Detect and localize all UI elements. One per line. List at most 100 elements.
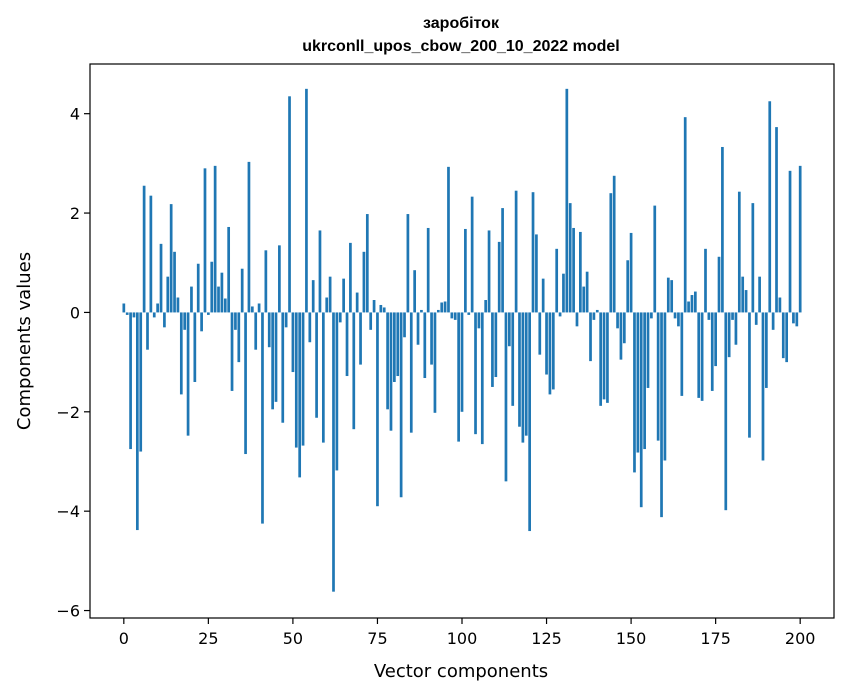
bar-145 bbox=[612, 175, 616, 313]
bar-8 bbox=[149, 195, 153, 313]
bar-36 bbox=[244, 312, 247, 455]
bar-135 bbox=[579, 231, 582, 313]
bar-13 bbox=[166, 276, 170, 313]
bar-5 bbox=[139, 312, 143, 452]
bar-174 bbox=[710, 312, 714, 391]
bar-169 bbox=[693, 291, 697, 313]
bar-158 bbox=[656, 312, 660, 441]
bar-185 bbox=[748, 312, 751, 438]
bar-127 bbox=[551, 312, 555, 390]
bar-27 bbox=[213, 165, 217, 313]
bar-194 bbox=[778, 297, 782, 313]
bar-22 bbox=[196, 263, 200, 313]
bar-123 bbox=[538, 312, 542, 355]
bar-26 bbox=[210, 261, 214, 313]
y-tick-label: 0 bbox=[70, 303, 80, 322]
bar-98 bbox=[453, 312, 457, 320]
bar-74 bbox=[372, 300, 376, 313]
bar-133 bbox=[572, 227, 575, 313]
bar-49 bbox=[288, 96, 291, 313]
bar-89 bbox=[423, 312, 427, 379]
bar-20 bbox=[190, 286, 193, 313]
bar-68 bbox=[352, 312, 356, 430]
bar-189 bbox=[761, 312, 765, 461]
bar-83 bbox=[403, 312, 406, 338]
bar-45 bbox=[274, 312, 278, 402]
bar-10 bbox=[156, 303, 159, 313]
bar-109 bbox=[491, 312, 494, 387]
bar-91 bbox=[430, 312, 433, 365]
bar-154 bbox=[643, 312, 646, 450]
bar-117 bbox=[518, 312, 521, 427]
bar-147 bbox=[619, 312, 623, 360]
bar-103 bbox=[470, 196, 474, 313]
bar-7 bbox=[146, 312, 149, 350]
bar-55 bbox=[308, 312, 312, 343]
bar-181 bbox=[734, 312, 738, 345]
bar-80 bbox=[393, 312, 396, 382]
bar-131 bbox=[565, 88, 569, 313]
bar-188 bbox=[758, 276, 761, 313]
bar-118 bbox=[521, 312, 525, 443]
bar-177 bbox=[721, 146, 724, 313]
bar-57 bbox=[315, 312, 318, 418]
bar-23 bbox=[200, 312, 203, 332]
bar-179 bbox=[727, 312, 731, 358]
bar-21 bbox=[193, 312, 197, 382]
bar-69 bbox=[355, 292, 359, 313]
bar-125 bbox=[545, 312, 548, 375]
bar-81 bbox=[396, 312, 400, 377]
bar-184 bbox=[744, 290, 748, 313]
bar-192 bbox=[771, 312, 775, 330]
bar-58 bbox=[318, 230, 322, 313]
bar-170 bbox=[697, 312, 701, 398]
bar-183 bbox=[741, 276, 745, 313]
bar-159 bbox=[660, 312, 663, 518]
bar-32 bbox=[230, 312, 234, 391]
bar-140 bbox=[595, 309, 599, 313]
bar-187 bbox=[754, 312, 758, 325]
bar-139 bbox=[592, 312, 596, 320]
bar-63 bbox=[335, 312, 339, 471]
bar-60 bbox=[325, 297, 329, 313]
bar-48 bbox=[284, 312, 288, 328]
bar-178 bbox=[724, 312, 728, 511]
x-axis-ticks: 0 25 50 75 100 125 150 175 200 bbox=[119, 618, 815, 648]
bar-66 bbox=[345, 312, 349, 377]
bar-119 bbox=[524, 312, 528, 436]
bar-0 bbox=[122, 303, 126, 313]
bar-42 bbox=[264, 250, 268, 313]
bar-95 bbox=[443, 301, 447, 313]
bar-39 bbox=[254, 312, 258, 350]
bar-99 bbox=[457, 312, 460, 442]
bar-175 bbox=[714, 312, 717, 367]
bar-126 bbox=[548, 312, 552, 395]
bar-143 bbox=[606, 312, 609, 403]
bar-156 bbox=[650, 312, 653, 319]
bar-84 bbox=[406, 214, 410, 313]
bar-107 bbox=[484, 300, 488, 313]
bar-104 bbox=[474, 312, 477, 435]
bar-122 bbox=[535, 234, 538, 313]
bar-28 bbox=[217, 286, 220, 313]
bar-136 bbox=[582, 286, 586, 313]
bar-152 bbox=[636, 312, 640, 453]
bar-182 bbox=[737, 191, 741, 313]
y-tick-label: 2 bbox=[70, 204, 80, 223]
bar-82 bbox=[399, 312, 403, 498]
bar-197 bbox=[788, 170, 792, 313]
bar-34 bbox=[237, 312, 241, 363]
bar-41 bbox=[261, 312, 264, 524]
bar-62 bbox=[332, 312, 335, 592]
bar-151 bbox=[633, 312, 636, 473]
bar-100 bbox=[460, 312, 464, 412]
bar-110 bbox=[494, 312, 498, 378]
bar-71 bbox=[362, 251, 366, 313]
bar-148 bbox=[622, 312, 626, 344]
bar-149 bbox=[626, 260, 630, 313]
bar-43 bbox=[267, 312, 271, 348]
bar-176 bbox=[717, 256, 721, 313]
bar-38 bbox=[250, 306, 254, 313]
bar-129 bbox=[558, 312, 562, 317]
